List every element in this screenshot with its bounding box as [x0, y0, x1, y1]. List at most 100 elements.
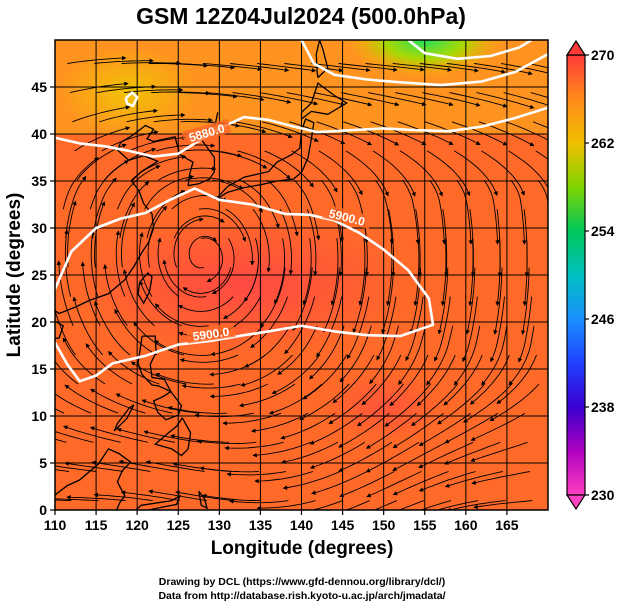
streamline	[368, 92, 427, 107]
streamline	[211, 238, 235, 295]
streamline	[392, 471, 449, 496]
contour-label-bg	[186, 322, 236, 344]
streamline	[259, 92, 319, 106]
streamline	[465, 267, 476, 335]
streamline	[279, 209, 294, 275]
streamline	[476, 92, 535, 109]
contour-label-bg	[322, 204, 373, 230]
streamline	[55, 431, 94, 443]
streamline	[419, 63, 479, 73]
streamline	[90, 388, 146, 414]
streamline	[64, 461, 124, 472]
streamline	[114, 308, 158, 356]
streamline	[92, 177, 117, 239]
hainan-coast	[55, 320, 64, 340]
streamline	[505, 121, 548, 141]
colorbar-tick-label: 230	[591, 487, 615, 503]
x-tick-label: 115	[85, 517, 108, 533]
y-axis-ticks: 0 5 10 15 20 25 30 35 40 45	[31, 79, 55, 518]
streamline	[243, 238, 259, 302]
streamline	[151, 90, 211, 96]
streamline	[126, 112, 186, 123]
korea-west-coast	[55, 124, 194, 315]
streamline	[209, 383, 268, 399]
streamline	[483, 179, 500, 245]
streamline	[264, 150, 314, 188]
colorbar-bottom-triangle	[565, 494, 587, 511]
streamline	[232, 92, 292, 104]
streamline	[311, 471, 368, 495]
streamline	[426, 150, 471, 197]
chart-title: GSM 12Z04Jul2024 (500.0hPa)	[136, 3, 466, 29]
streamline	[454, 150, 498, 197]
colorbar-tick-label: 270	[591, 47, 615, 63]
streamline	[212, 179, 263, 213]
streamline	[434, 296, 451, 362]
streamline	[121, 202, 135, 268]
streamline	[373, 500, 397, 510]
streamline	[302, 354, 348, 400]
streamline	[469, 354, 510, 405]
streamline	[409, 267, 422, 335]
y-tick-label: 5	[39, 455, 47, 471]
streamline	[131, 154, 187, 181]
streamline	[185, 177, 244, 190]
streamline	[147, 205, 168, 268]
y-tick-label: 35	[31, 173, 47, 189]
streamline	[67, 200, 77, 268]
y-tick-label: 15	[31, 361, 47, 377]
contour-line	[407, 40, 533, 61]
streamline	[510, 179, 527, 245]
sakhalin-coast	[315, 40, 329, 79]
streamline	[453, 325, 481, 386]
streamline	[210, 150, 268, 169]
streamline	[444, 471, 503, 488]
x-tick-label: 155	[413, 517, 437, 533]
streamline	[196, 439, 257, 445]
x-tick-label: 120	[125, 517, 149, 533]
streamline	[384, 383, 431, 427]
streamline	[398, 325, 427, 385]
streamline	[158, 166, 217, 181]
streamline	[469, 209, 476, 277]
streamline	[365, 441, 420, 473]
streamline	[365, 412, 417, 449]
streamline	[178, 296, 234, 312]
y-tick-label: 45	[31, 79, 47, 95]
streamline	[338, 63, 398, 72]
streamline	[496, 354, 537, 404]
streamline	[115, 393, 173, 414]
streamline	[302, 238, 312, 306]
x-tick-label: 160	[454, 517, 478, 533]
colorbar-tick-label: 246	[591, 311, 615, 327]
streamline	[181, 383, 241, 389]
streamline	[311, 63, 371, 73]
streamline	[462, 296, 478, 363]
streamline	[293, 179, 321, 241]
streamline	[376, 296, 397, 361]
streamline	[398, 500, 425, 510]
contour-label: 5900.0	[192, 325, 231, 344]
streamline	[284, 63, 344, 73]
streamline	[381, 267, 394, 334]
streamline	[119, 181, 150, 239]
credit-line-1: Drawing by DCL (https://www.gfd-dennou.o…	[159, 576, 445, 588]
streamline	[55, 469, 70, 472]
streamline	[228, 499, 289, 504]
streamline	[490, 296, 505, 363]
y-tick-label: 30	[31, 220, 47, 236]
streamline	[437, 383, 486, 425]
streamline	[205, 92, 265, 102]
palawan-coast	[113, 404, 135, 432]
streamline	[202, 63, 263, 72]
x-axis-ticks: 110 115 120 125 130 135 140 145 150 155 160 165	[44, 510, 519, 533]
streamline	[533, 121, 548, 129]
streamline	[481, 150, 525, 196]
streamline	[62, 425, 121, 443]
y-tick-label: 20	[31, 314, 47, 330]
streamline	[436, 500, 479, 510]
streamline	[456, 179, 474, 245]
streamline	[389, 354, 429, 407]
